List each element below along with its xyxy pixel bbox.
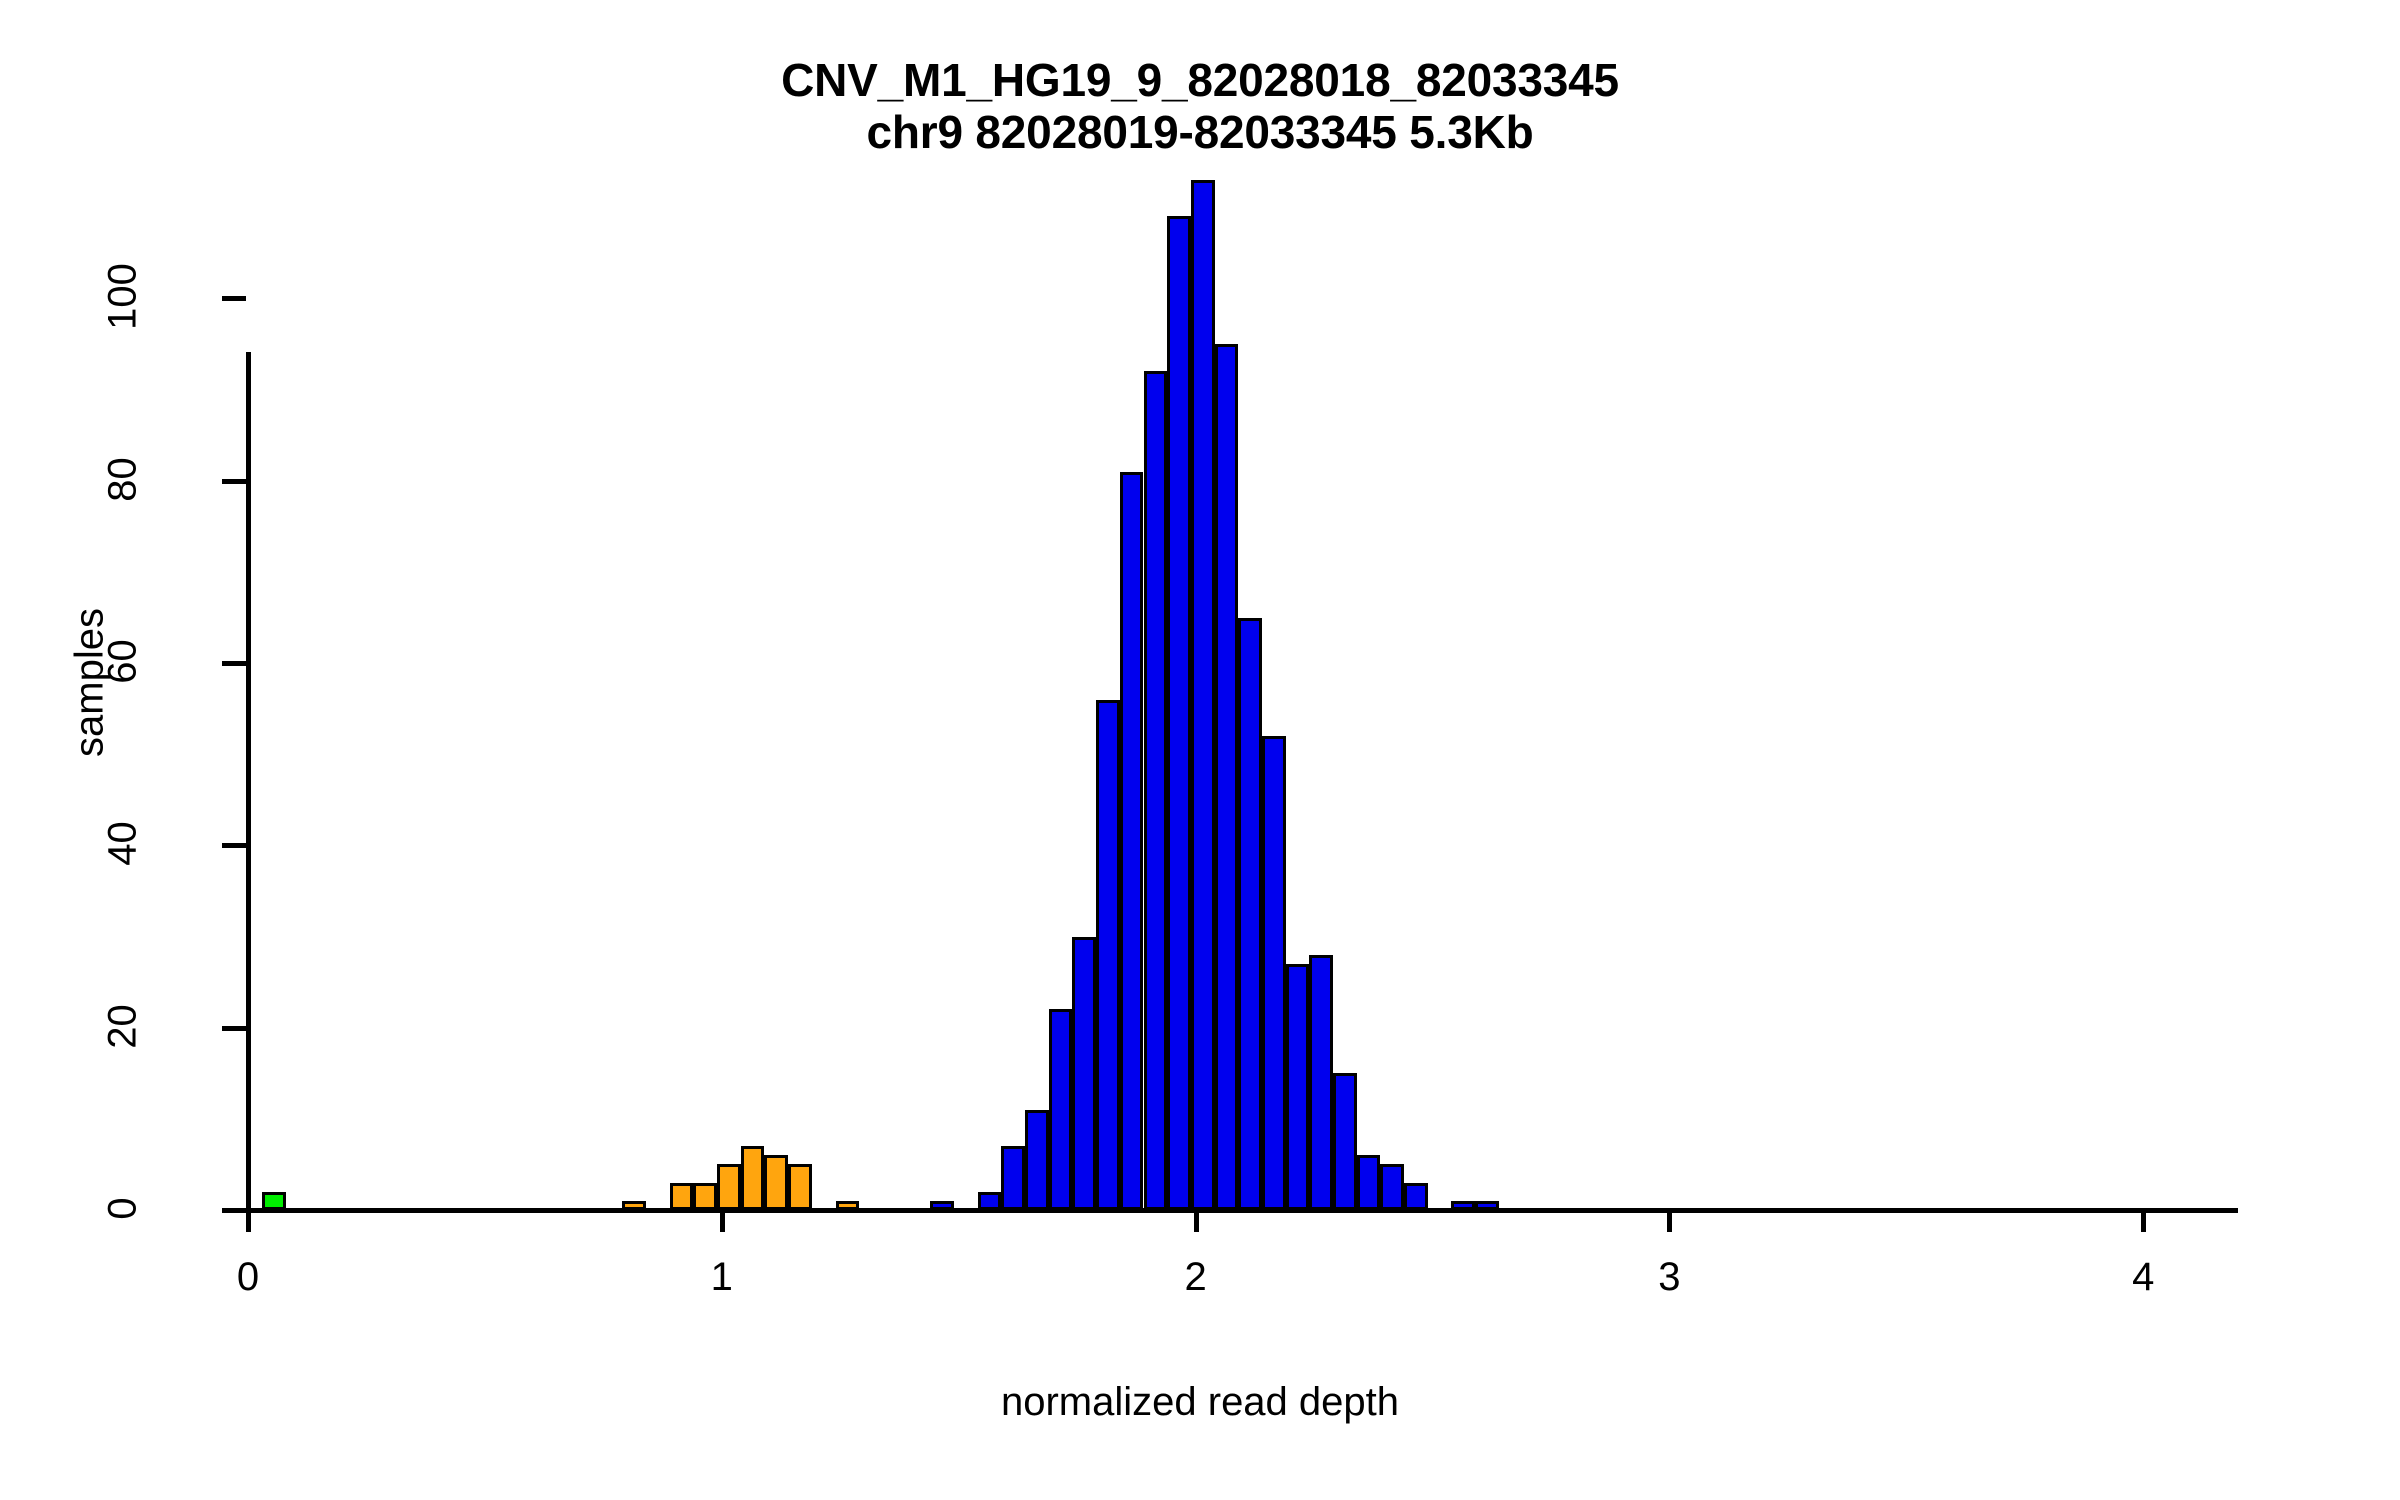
x-tick-mark [719, 1208, 725, 1232]
y-tick-mark [222, 661, 246, 667]
x-axis-line [248, 1208, 2238, 1213]
histogram-bar [1333, 1073, 1357, 1210]
histogram-bar [1285, 963, 1310, 1210]
y-tick-mark [222, 1025, 246, 1031]
histogram-bar [1190, 180, 1215, 1210]
x-tick-mark [246, 1208, 251, 1232]
histogram-bar [693, 1182, 718, 1210]
histogram-bar [1025, 1109, 1049, 1210]
histogram-bar [717, 1164, 741, 1210]
histogram-bar [1001, 1146, 1026, 1210]
y-tick-mark [222, 478, 246, 484]
histogram-bar [1404, 1182, 1428, 1210]
histogram-bar [764, 1155, 789, 1210]
x-tick-mark [2141, 1208, 2147, 1232]
chart-title: CNV_M1_HG19_9_82028018_82033345 chr9 820… [0, 54, 2400, 158]
histogram-bar [1167, 216, 1191, 1210]
x-tick-mark [1667, 1208, 1673, 1232]
histogram-bar [1143, 371, 1168, 1210]
histogram-bar [1309, 954, 1334, 1210]
y-tick-mark [222, 296, 246, 302]
histogram-bar [788, 1164, 812, 1210]
histogram-bar [740, 1146, 765, 1210]
histogram-bar [1072, 936, 1097, 1210]
histogram-bar [669, 1182, 694, 1210]
x-axis-title: normalized read depth [1000, 1380, 1400, 1424]
y-tick-label: 0 [100, 1197, 145, 1220]
y-tick-label: 80 [100, 457, 145, 502]
chart-title-line-1: CNV_M1_HG19_9_82028018_82033345 [781, 54, 1619, 106]
histogram-bar [1048, 1009, 1073, 1210]
y-tick-label: 100 [100, 263, 145, 331]
x-tick-label: 1 [710, 1255, 733, 1299]
x-tick-label: 2 [1184, 1255, 1207, 1299]
y-axis-line [246, 352, 251, 1210]
y-tick-label: 20 [100, 1003, 145, 1049]
histogram-bar [1096, 699, 1120, 1210]
y-tick-mark [222, 1208, 246, 1213]
x-tick-label: 3 [1658, 1255, 1681, 1299]
histogram-bar [1380, 1164, 1405, 1210]
histogram-bar [1119, 471, 1144, 1210]
x-tick-label: 4 [2132, 1255, 2155, 1299]
histogram-bar [1356, 1155, 1381, 1210]
chart-title-line-2: chr9 82028019-82033345 5.3Kb [866, 105, 1534, 158]
histogram-bar [1261, 736, 1286, 1210]
y-tick-mark [222, 843, 246, 849]
x-tick-label: 0 [236, 1255, 260, 1299]
y-tick-label: 40 [100, 821, 145, 867]
x-tick-mark [1193, 1208, 1199, 1232]
histogram-bar [1214, 344, 1239, 1210]
plot-area [248, 180, 2238, 1210]
y-tick-label: 60 [100, 639, 145, 684]
histogram-bar [1238, 617, 1262, 1210]
